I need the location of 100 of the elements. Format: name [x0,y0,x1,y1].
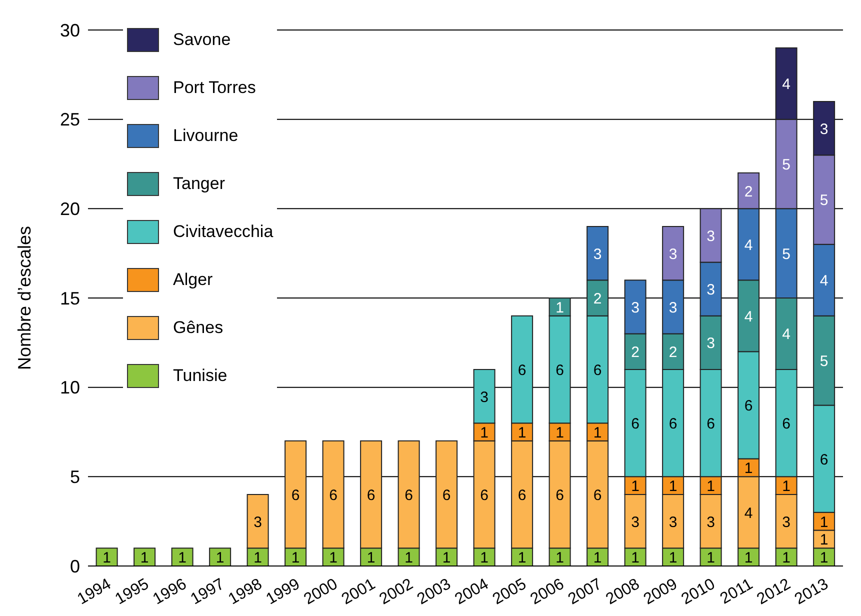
data-label: 2 [593,290,602,308]
bar [96,548,118,566]
x-tick-label: 2002 [376,576,416,608]
y-tick-label: 15 [60,288,80,308]
data-label: 1 [631,550,640,567]
data-label: 6 [556,362,564,379]
data-label: 1 [744,460,753,478]
data-label: 3 [631,514,640,531]
y-tick-label: 0 [70,556,80,576]
data-label: 1 [706,550,715,567]
data-label: 6 [782,416,790,433]
data-label: 4 [782,76,790,94]
x-tick-label: 1994 [74,576,114,608]
data-label: 6 [744,398,753,415]
legend-label: Port Torres [173,78,256,98]
data-label: 2 [668,344,678,362]
data-label: 3 [782,514,790,531]
data-label: 6 [291,487,300,504]
data-label: 6 [366,487,376,504]
y-tick-label: 5 [70,467,80,488]
x-tick-label: 1999 [264,576,303,608]
x-tick-label: 2013 [792,576,832,608]
data-label: 3 [706,282,715,299]
data-label: 3 [668,514,678,531]
x-tick-label: 1996 [150,576,190,608]
x-tick-label: 1997 [188,576,228,608]
data-label: 6 [518,362,526,379]
data-label: 3 [706,514,715,531]
data-label: 1 [782,478,790,496]
data-label: 5 [820,353,828,370]
data-label: 1 [404,550,413,567]
data-label: 4 [744,504,753,522]
x-tick-label: 2006 [528,576,568,608]
x-tick-label: 1998 [226,576,266,608]
data-label: 1 [820,550,828,567]
data-label: 6 [480,487,488,504]
data-label: 3 [706,228,715,245]
data-label: 1 [216,550,224,567]
bar [134,548,156,566]
y-axis-title: Nombre d’escales [14,226,34,370]
x-tick-label: 1995 [112,576,152,608]
data-label: 1 [706,478,715,496]
data-label: 1 [593,550,602,567]
data-label: 1 [291,550,300,567]
x-tick-label: 2004 [452,576,492,608]
x-tick-label: 2012 [754,576,794,608]
data-label: 1 [329,550,338,567]
x-tick-label: 2001 [339,576,378,608]
y-tick-label: 25 [60,110,80,130]
data-label: 5 [782,156,790,174]
x-tick-label: 2003 [414,576,454,608]
x-tick-label: 2010 [678,576,718,608]
data-label: 1 [480,424,488,442]
data-label: 4 [782,326,790,344]
data-label: 6 [706,416,715,433]
data-label: 5 [820,192,828,210]
data-label: 1 [442,550,451,567]
data-label: 1 [556,424,564,442]
x-tick-label: 2000 [301,576,341,608]
data-label: 1 [366,550,376,567]
legend-label: Civitavecchia [173,222,274,242]
data-label: 6 [442,487,451,504]
data-label: 1 [140,550,149,567]
legend-label: Alger [173,270,213,290]
data-label: 1 [518,424,526,442]
data-label: 1 [518,550,526,567]
data-label: 6 [631,416,640,433]
data-label: 2 [631,344,640,362]
data-label: 1 [668,550,678,567]
y-tick-label: 30 [60,20,80,40]
data-label: 3 [668,299,678,316]
data-label: 6 [404,487,413,504]
x-tick-label: 2011 [718,576,756,608]
data-label: 3 [593,246,602,263]
data-label: 6 [593,362,602,379]
legend-label: Savone [173,30,231,50]
legend-label: Tanger [173,174,225,194]
data-label: 6 [329,487,338,504]
data-label: 1 [593,424,602,442]
bar [171,548,194,566]
data-label: 4 [744,308,753,326]
data-label: 6 [820,451,828,468]
data-label: 3 [254,514,262,531]
data-label: 1 [744,550,753,567]
data-label: 1 [668,478,678,496]
data-label: 6 [668,416,678,433]
bar [209,548,232,566]
data-label: 3 [706,335,715,352]
data-label: 6 [556,487,564,504]
data-label: 1 [178,550,186,567]
data-label: 1 [556,299,564,316]
legend-label: Gênes [173,318,224,338]
data-label: 1 [820,514,828,531]
data-label: 1 [480,550,488,567]
data-label: 6 [593,487,602,504]
data-label: 5 [782,246,790,263]
x-tick-label: 2008 [603,576,643,608]
x-tick-label: 2005 [490,576,530,608]
y-tick-label: 10 [60,378,80,398]
data-label: 3 [631,299,640,316]
